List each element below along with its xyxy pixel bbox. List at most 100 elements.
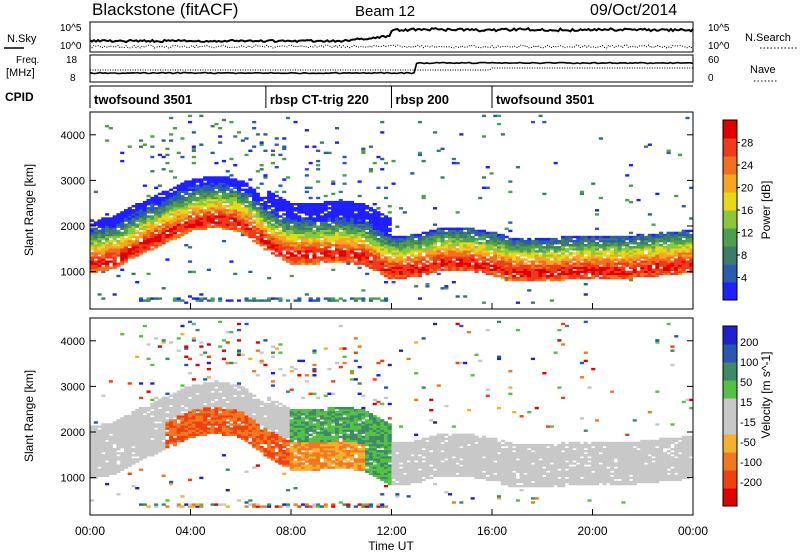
heatmap-cell	[105, 239, 110, 243]
heatmap-cell	[617, 246, 622, 249]
heatmap-cell	[417, 242, 422, 245]
heatmap-cell	[274, 198, 279, 202]
heatmap-cell	[350, 260, 355, 263]
heatmap-cell	[199, 297, 204, 300]
heatmap-cell	[172, 198, 177, 202]
heatmap-cell	[387, 246, 392, 249]
heatmap-cell	[191, 190, 196, 194]
heatmap-cell	[255, 235, 260, 239]
heatmap-cell	[534, 270, 539, 274]
heatmap-cell	[436, 254, 441, 257]
heatmap-cell	[595, 256, 600, 259]
heatmap-cell	[530, 272, 535, 276]
heatmap-cell	[508, 239, 513, 243]
heatmap-cell	[557, 256, 562, 259]
heatmap-cell	[244, 211, 249, 214]
heatmap-cell	[387, 237, 392, 241]
heatmap-cell	[161, 448, 166, 451]
heatmap-cell	[331, 252, 336, 255]
heatmap-cell	[169, 441, 174, 445]
heatmap-cell	[497, 254, 502, 257]
heatmap-cell	[206, 215, 211, 218]
heatmap-cell	[628, 237, 633, 241]
heatmap-cell	[135, 235, 140, 239]
heatmap-cell	[417, 248, 422, 251]
heatmap-cell	[267, 244, 272, 247]
heatmap-cell	[591, 268, 596, 271]
heatmap-cell	[203, 223, 208, 226]
heatmap-cell	[429, 252, 434, 255]
heatmap-cell	[549, 264, 554, 267]
heatmap-cell	[108, 266, 113, 269]
heatmap-cell	[131, 248, 136, 251]
heatmap-cell	[368, 233, 373, 237]
colorbar-tick-label: 20	[741, 183, 753, 195]
heatmap-cell	[259, 227, 264, 230]
heatmap-cell	[240, 227, 245, 230]
heatmap-cell	[659, 264, 664, 267]
heatmap-cell	[399, 276, 404, 280]
heatmap-cell	[433, 229, 438, 233]
heatmap-cell	[191, 145, 196, 148]
heatmap-cell	[214, 402, 219, 406]
heatmap-cell	[191, 435, 196, 439]
heatmap-cell	[120, 423, 125, 426]
heatmap-cell	[587, 252, 592, 255]
heatmap-cell	[150, 225, 155, 228]
heatmap-cell	[172, 205, 177, 208]
heatmap-cell	[165, 219, 170, 222]
heatmap-cell	[252, 225, 257, 228]
heatmap-cell	[150, 452, 155, 455]
heatmap-cell	[203, 217, 208, 220]
heatmap-cell	[380, 168, 385, 171]
heatmap-cell	[225, 186, 230, 189]
heatmap-cell	[553, 254, 558, 257]
heatmap-cell	[157, 445, 162, 449]
heatmap-cell	[123, 462, 128, 465]
heatmap-cell	[123, 433, 128, 436]
heatmap-cell	[579, 237, 584, 241]
heatmap-cell	[455, 235, 460, 239]
heatmap-cell	[289, 235, 294, 239]
heatmap-cell	[451, 157, 456, 161]
heatmap-cell	[372, 227, 377, 230]
heatmap-cell	[229, 427, 234, 430]
heatmap-cell	[644, 258, 649, 261]
heatmap-cell	[157, 219, 162, 222]
heatmap-cell	[90, 233, 95, 237]
heatmap-cell	[101, 266, 106, 269]
heatmap-cell	[384, 252, 389, 255]
heatmap-cell	[169, 433, 174, 436]
heatmap-cell	[327, 211, 332, 214]
heatmap-cell	[327, 227, 332, 230]
heatmap-cell	[248, 229, 253, 233]
heatmap-cell	[172, 443, 177, 447]
heatmap-cell	[127, 452, 132, 455]
heatmap-cell	[662, 260, 667, 263]
heatmap-cell	[417, 272, 422, 276]
heatmap-cell	[90, 456, 95, 459]
heatmap-cell	[399, 244, 404, 247]
heatmap-cell	[466, 260, 471, 263]
heatmap-cell	[218, 429, 223, 432]
heatmap-cell	[180, 213, 185, 216]
heatmap-cell	[406, 270, 411, 274]
heatmap-cell	[195, 188, 200, 191]
heatmap-cell	[214, 180, 219, 183]
heatmap-cell	[172, 297, 177, 300]
heatmap-cell	[169, 417, 174, 420]
cpid-segment-label: twofsound 3501	[94, 92, 192, 107]
heatmap-cell	[274, 207, 279, 210]
heatmap-cell	[628, 254, 633, 257]
heatmap-cell	[214, 415, 219, 418]
heatmap-cell	[225, 468, 230, 471]
heatmap-cell	[316, 242, 321, 245]
heatmap-cell	[523, 246, 528, 249]
heatmap-cell	[108, 472, 113, 475]
heatmap-cell	[666, 270, 671, 274]
heatmap-cell	[365, 207, 370, 210]
heatmap-cell	[252, 233, 257, 237]
heatmap-cell	[169, 194, 174, 198]
heatmap-cell	[184, 196, 189, 200]
heatmap-cell	[120, 468, 125, 471]
